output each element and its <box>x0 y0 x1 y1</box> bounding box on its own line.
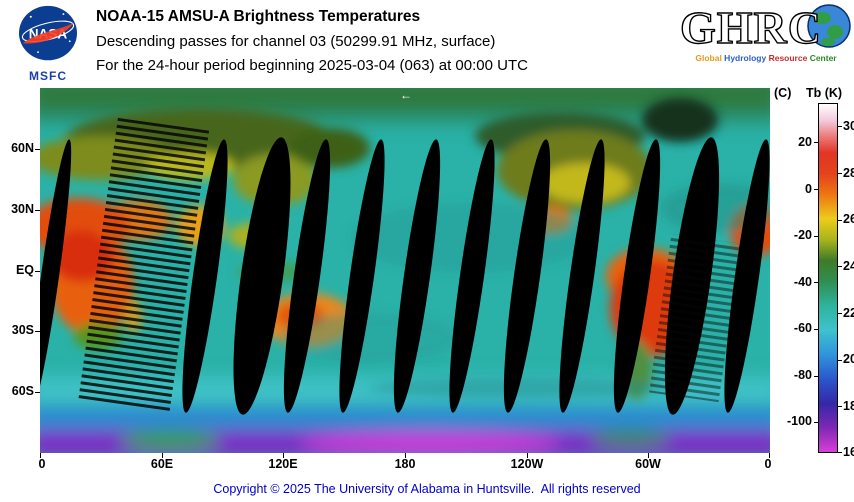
subtitle-period: For the 24-hour period beginning 2025-03… <box>96 57 528 74</box>
kelvin-tick-280: 280 <box>843 166 854 180</box>
satellite-swath-gaps <box>40 137 770 415</box>
colorbar-unit-kelvin: Tb (K) <box>806 86 843 100</box>
axis-tick <box>814 189 818 190</box>
lon-label-180: 180 <box>394 457 416 471</box>
axis-tick <box>838 313 842 314</box>
celsius-tick-m20: -20 <box>793 228 812 242</box>
ghrc-tagline-word: Hydrology <box>721 53 767 63</box>
lat-label-60n: 60N <box>11 141 34 155</box>
scanline-gap-region <box>78 117 210 413</box>
ghrc-tagline-word: Resource <box>766 53 808 63</box>
page-title: NOAA-15 AMSU-A Brightness Temperatures <box>96 8 421 25</box>
axis-tick <box>814 376 818 377</box>
axis-tick <box>838 360 842 361</box>
axis-tick <box>35 331 40 332</box>
axis-tick <box>35 271 40 272</box>
kelvin-tick-200: 200 <box>843 352 854 366</box>
ghrc-tagline-word: Center <box>807 53 837 63</box>
celsius-tick-20: 20 <box>798 135 812 149</box>
colorbar <box>818 103 838 453</box>
axis-tick <box>648 453 649 458</box>
kelvin-tick-220: 220 <box>843 306 854 320</box>
msfc-label: MSFC <box>29 69 67 83</box>
axis-tick <box>814 236 818 237</box>
kelvin-tick-260: 260 <box>843 212 854 226</box>
celsius-tick-0: 0 <box>805 182 812 196</box>
lon-label-0e: 0 <box>764 457 772 471</box>
copyright-notice: Copyright © 2025 The University of Alaba… <box>213 482 641 496</box>
kelvin-tick-300: 300 <box>843 119 854 133</box>
lon-label-60w: 60W <box>635 457 661 471</box>
brightness-temperature-map <box>40 88 770 453</box>
axis-tick <box>35 210 40 211</box>
lat-label-eq: EQ <box>15 263 34 277</box>
axis-tick <box>838 126 842 127</box>
nasa-logo: NASA MSFC <box>14 5 82 83</box>
colorbar-unit-celsius: (C) <box>774 86 792 100</box>
axis-tick <box>814 329 818 330</box>
arrow-annotation: ← <box>400 88 412 102</box>
ghrc-logo: GHRC Global Hydrology Resource Center <box>679 1 852 63</box>
lon-label-0w: 0 <box>38 457 46 471</box>
axis-tick <box>769 453 770 458</box>
axis-tick <box>838 173 842 174</box>
axis-tick <box>814 422 818 423</box>
kelvin-tick-160: 160 <box>843 445 854 459</box>
axis-tick <box>40 453 41 458</box>
title-block: NOAA-15 AMSU-A Brightness Temperatures D… <box>96 6 528 74</box>
subtitle-channel: Descending passes for channel 03 (50299.… <box>96 33 496 50</box>
axis-tick <box>35 149 40 150</box>
axis-tick <box>838 406 842 407</box>
ghrc-acronym: GHRC <box>680 2 822 50</box>
axis-tick <box>838 220 842 221</box>
ghrc-tagline: Global Hydrology Resource Center <box>680 53 852 63</box>
ghrc-tagline-word: Global <box>695 53 722 63</box>
axis-tick <box>35 392 40 393</box>
lon-label-120e: 120E <box>268 457 298 471</box>
nasa-meatball-icon: NASA <box>19 5 77 61</box>
celsius-tick-m80: -80 <box>793 368 812 382</box>
ghrc-logo-icon: GHRC <box>679 1 851 54</box>
celsius-tick-m40: -40 <box>793 275 812 289</box>
axis-tick <box>838 266 842 267</box>
celsius-tick-m100: -100 <box>786 414 812 428</box>
lat-label-30n: 30N <box>11 202 34 216</box>
axis-tick <box>527 453 528 458</box>
kelvin-tick-180: 180 <box>843 399 854 413</box>
lon-label-120w: 120W <box>510 457 544 471</box>
celsius-tick-m60: -60 <box>793 321 812 335</box>
lat-label-30s: 30S <box>11 323 34 337</box>
axis-tick <box>162 453 163 458</box>
axis-tick <box>838 452 842 453</box>
lon-label-60e: 60E <box>150 457 174 471</box>
axis-tick <box>405 453 406 458</box>
axis-tick <box>283 453 284 458</box>
axis-tick <box>814 282 818 283</box>
lat-label-60s: 60S <box>11 384 34 398</box>
axis-tick <box>814 142 818 143</box>
scanline-gap-region-2 <box>649 233 741 403</box>
kelvin-tick-240: 240 <box>843 259 854 273</box>
